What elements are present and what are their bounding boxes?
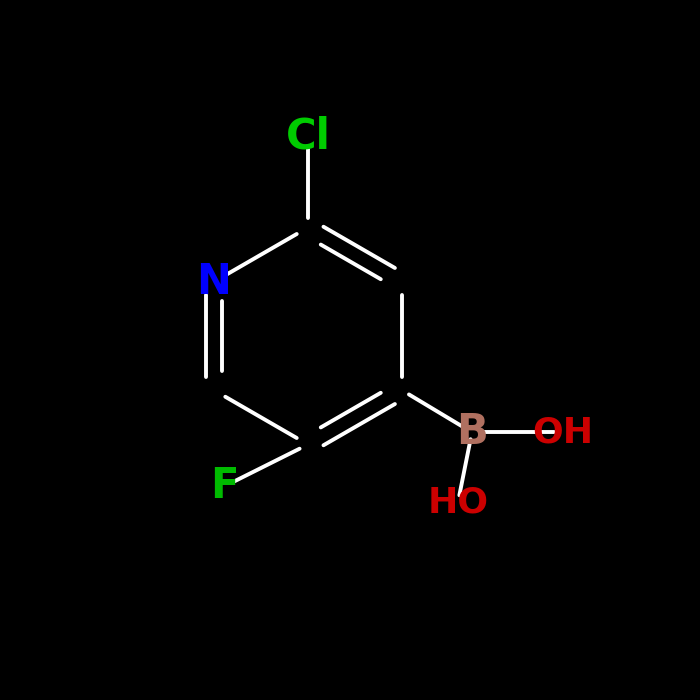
Text: B: B bbox=[456, 412, 488, 454]
Text: N: N bbox=[197, 261, 232, 302]
Text: OH: OH bbox=[533, 415, 594, 449]
Text: F: F bbox=[210, 466, 238, 507]
Text: HO: HO bbox=[428, 485, 489, 519]
Text: Cl: Cl bbox=[286, 116, 330, 158]
